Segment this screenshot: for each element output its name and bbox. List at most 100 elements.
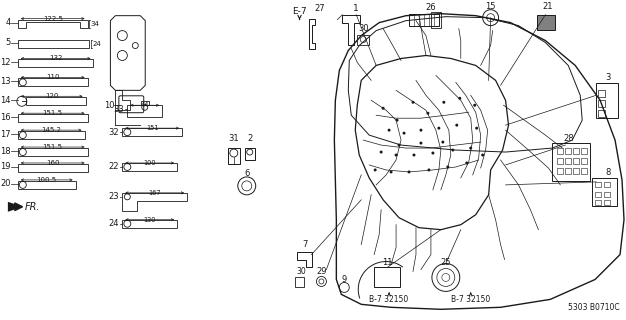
Text: 145.2: 145.2 [41,127,61,133]
Text: 25: 25 [441,258,451,267]
Bar [18,60,93,68]
Circle shape [413,154,416,156]
Text: 18: 18 [0,147,11,156]
Text: 23: 23 [109,192,120,201]
Text: 100.5: 100.5 [37,177,57,183]
Bar [598,100,605,107]
Bar [604,192,610,197]
Text: 34: 34 [91,20,100,27]
Circle shape [403,132,406,135]
Text: 1: 1 [354,4,359,13]
Circle shape [426,112,429,115]
Bar [374,268,400,287]
Bar [295,277,304,287]
Text: 8: 8 [605,168,611,177]
Text: 26: 26 [426,3,436,12]
Text: 27: 27 [314,4,325,13]
Bar [18,114,88,122]
Circle shape [446,165,449,168]
Bar [431,12,441,28]
Bar [573,148,579,154]
Bar [595,200,601,205]
Bar [598,90,605,97]
Bar [581,168,587,174]
Circle shape [379,150,382,154]
Text: 7: 7 [302,240,307,249]
Text: 130: 130 [143,217,156,223]
Bar [18,148,88,156]
Text: 44: 44 [140,102,149,108]
Bar [565,148,572,154]
Bar [557,148,563,154]
Text: 29: 29 [316,267,327,276]
Bar [604,182,610,187]
Text: 11: 11 [382,258,393,267]
Text: B-7 32150: B-7 32150 [369,295,409,304]
Text: 167: 167 [148,190,161,196]
Text: 100: 100 [143,160,156,166]
Circle shape [408,171,411,173]
Text: 19: 19 [1,163,11,172]
Bar [409,14,439,26]
Bar [598,110,605,117]
Bar [581,148,587,154]
Bar [26,97,86,105]
Bar [557,168,563,174]
Text: 24: 24 [93,41,101,46]
Text: 20: 20 [1,180,11,188]
Bar [573,168,579,174]
Text: 3: 3 [605,73,611,82]
Text: 21: 21 [542,2,553,11]
Circle shape [396,119,399,122]
Bar [595,182,601,187]
Bar [357,35,369,44]
Text: 30: 30 [297,267,306,276]
Circle shape [451,148,454,152]
Bar [604,200,610,205]
Bar [122,220,177,228]
Bar [592,178,617,206]
Text: 5303 B0710C: 5303 B0710C [568,303,620,312]
Text: 4: 4 [6,18,11,27]
Polygon shape [8,202,23,212]
Text: 110: 110 [46,74,59,80]
Circle shape [428,168,431,172]
Circle shape [411,101,414,104]
Text: 151: 151 [146,125,158,131]
Bar [557,158,563,164]
Bar [228,148,240,164]
Text: 122.5: 122.5 [43,16,63,22]
Circle shape [431,152,434,155]
Text: 14: 14 [1,96,11,105]
Bar [18,181,76,189]
Text: 5: 5 [6,38,11,47]
Bar [565,158,572,164]
Bar [122,128,182,136]
Circle shape [443,101,445,104]
Text: 32: 32 [109,128,120,137]
Circle shape [398,144,401,147]
Text: 17: 17 [0,130,11,139]
Bar [573,158,579,164]
Text: 160: 160 [46,160,59,166]
Text: 22: 22 [109,163,120,172]
Bar [122,163,177,171]
Text: 132: 132 [49,55,63,61]
Bar [18,40,90,48]
Bar [127,105,162,117]
Circle shape [455,124,458,127]
Bar [596,83,618,118]
Text: 6: 6 [244,169,249,178]
Circle shape [394,154,398,156]
Text: 120: 120 [45,93,58,99]
Bar [581,158,587,164]
Text: 13: 13 [0,77,11,86]
Text: 151.5: 151.5 [43,110,63,116]
Bar [141,101,149,105]
Text: 151.5: 151.5 [43,144,63,150]
Text: 9: 9 [342,275,347,284]
Text: FR.: FR. [25,202,40,212]
Text: B-7 32150: B-7 32150 [451,295,490,304]
Bar [595,192,601,197]
Circle shape [374,168,377,172]
